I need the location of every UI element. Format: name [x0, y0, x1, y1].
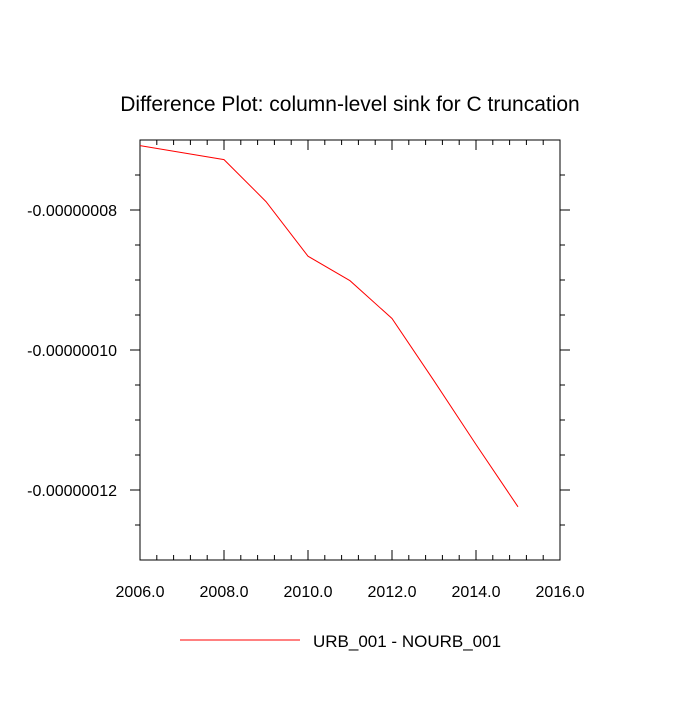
series-line — [139, 145, 519, 508]
x-tick-label: 2008.0 — [200, 584, 249, 601]
x-tick-label: 2014.0 — [452, 584, 501, 601]
y-tick-labels: -0.00000008 -0.00000010 -0.00000012 — [27, 203, 117, 500]
chart-title: Difference Plot: column-level sink for C… — [120, 93, 579, 116]
x-tick-labels: 2006.0 2008.0 2010.0 2012.0 2014.0 2016.0 — [116, 584, 585, 601]
x-tick-label: 2010.0 — [284, 584, 333, 601]
series-lines — [139, 145, 519, 508]
legend-label: URB_001 - NOURB_001 — [313, 632, 501, 651]
legend: URB_001 - NOURB_001 — [180, 632, 501, 651]
x-tick-label: 2006.0 — [116, 584, 165, 601]
y-tick-label: -0.00000008 — [27, 203, 117, 220]
x-tick-label: 2016.0 — [536, 584, 585, 601]
y-tick-label: -0.00000010 — [27, 343, 117, 360]
axis-ticks — [130, 140, 570, 560]
x-tick-label: 2012.0 — [368, 584, 417, 601]
y-tick-label: -0.00000012 — [27, 483, 117, 500]
plot-frame — [139, 139, 561, 561]
